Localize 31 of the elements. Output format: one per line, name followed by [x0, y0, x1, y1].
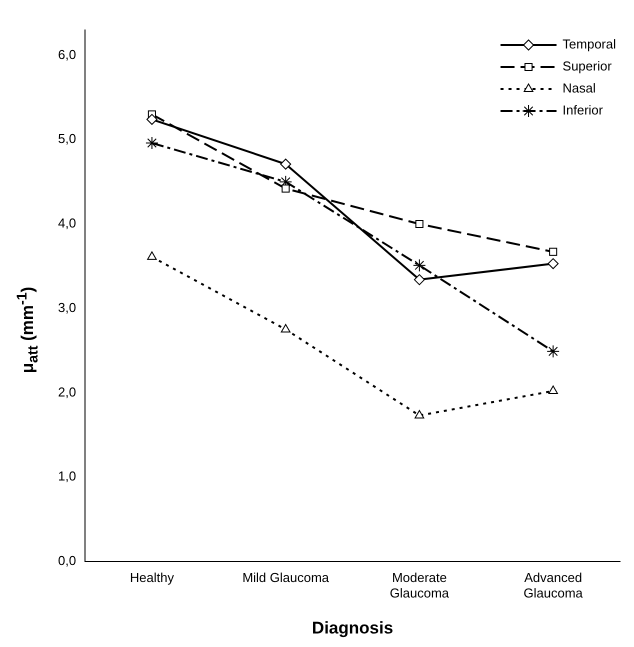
point [280, 324, 290, 332]
legend-label: Inferior [562, 102, 604, 118]
point [412, 258, 426, 272]
legend-label: Superior [562, 58, 612, 74]
x-axis-title: Diagnosis [312, 618, 394, 638]
point [147, 251, 157, 260]
y-tick-label: 0,0 [58, 552, 76, 568]
point [414, 410, 424, 418]
legend-label: Temporal [562, 36, 616, 52]
y-tick-label: 5,0 [58, 131, 76, 146]
x-tick-label: Moderate Glaucoma [390, 570, 450, 600]
x-tick-label: Healthy [130, 570, 174, 585]
x-tick-label: Mild Glaucoma [242, 570, 330, 585]
point [280, 158, 292, 170]
point [548, 258, 559, 270]
point [548, 386, 558, 394]
legend-label: Nasal [562, 80, 596, 96]
point [145, 136, 158, 150]
point [282, 184, 290, 193]
point [546, 344, 560, 358]
y-tick-label: 6,0 [58, 46, 76, 62]
point [415, 220, 424, 228]
point [549, 248, 558, 256]
y-tick-label: 4,0 [58, 216, 76, 231]
x-tick-label: Advanced Glaucoma [524, 570, 584, 600]
y-tick-label: 2,0 [58, 384, 76, 400]
point [279, 175, 292, 188]
point [414, 274, 425, 286]
y-tick-label: 3,0 [58, 300, 76, 315]
y-tick-label: 1,0 [58, 468, 76, 484]
point [146, 114, 158, 125]
